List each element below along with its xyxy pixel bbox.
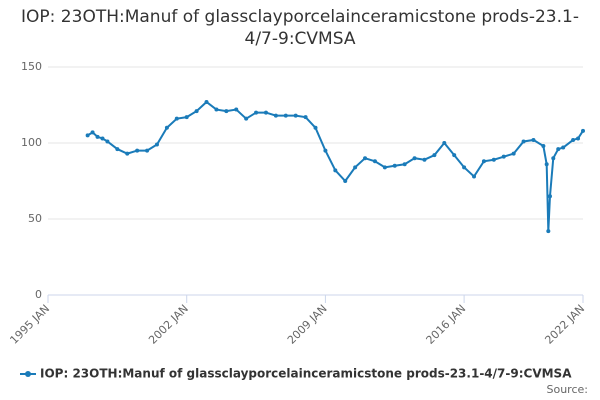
x-tick-label: 2009 JAN — [285, 302, 330, 347]
data-point — [244, 116, 249, 121]
data-point — [224, 109, 229, 114]
data-point — [184, 115, 189, 120]
data-point — [174, 116, 179, 121]
data-point — [442, 141, 447, 145]
series-line — [87, 100, 584, 232]
data-point — [145, 148, 150, 153]
data-point — [204, 99, 209, 104]
data-point — [546, 229, 551, 234]
data-point — [194, 109, 199, 114]
x-tick-label: 2016 JAN — [424, 302, 469, 347]
y-tick-label: 150 — [21, 60, 42, 73]
data-point — [501, 154, 506, 159]
data-point — [343, 179, 348, 183]
data-point — [283, 113, 288, 118]
data-point — [313, 125, 318, 130]
y-tick-label: 50 — [28, 212, 42, 225]
data-point — [263, 110, 268, 115]
data-point — [95, 134, 100, 139]
data-point — [551, 156, 556, 161]
data-point — [90, 130, 95, 135]
data-point — [164, 125, 169, 130]
data-point — [115, 147, 120, 152]
legend-label: IOP: 23OTH:Manuf of glassclayporcelaince… — [40, 367, 572, 381]
data-point — [303, 115, 308, 120]
data-point — [531, 137, 536, 142]
data-point — [234, 107, 239, 112]
x-tick-label: 2022 JAN — [542, 302, 587, 347]
data-point — [581, 128, 585, 133]
y-tick-label: 0 — [35, 288, 42, 301]
data-point — [392, 163, 397, 168]
data-point — [521, 139, 526, 144]
data-point — [273, 113, 278, 118]
data-point — [85, 133, 90, 138]
data-point — [541, 144, 546, 149]
data-point — [323, 148, 328, 153]
data-point — [382, 165, 387, 170]
legend-marker — [25, 371, 31, 377]
data-point — [125, 151, 130, 156]
chart-title: IOP: 23OTH:Manuf of glassclayporcelaince… — [21, 7, 579, 49]
data-point — [154, 142, 159, 147]
data-point — [422, 157, 427, 162]
data-point — [432, 153, 437, 158]
data-point — [293, 113, 298, 118]
data-point — [100, 136, 105, 141]
data-point — [105, 139, 110, 144]
data-point — [561, 145, 566, 150]
data-point — [135, 148, 140, 153]
data-point — [452, 153, 457, 158]
data-point — [462, 165, 467, 170]
x-tick-label: 1995 JAN — [7, 302, 52, 347]
x-tick-label: 2002 JAN — [146, 302, 191, 347]
data-point — [254, 110, 259, 115]
y-tick-label: 100 — [21, 136, 42, 149]
data-point — [333, 168, 338, 173]
data-point — [214, 107, 219, 112]
data-point — [547, 194, 552, 199]
data-point — [472, 174, 477, 179]
data-point — [556, 147, 561, 152]
data-point — [576, 136, 581, 141]
data-point — [363, 156, 368, 161]
data-point — [511, 151, 516, 156]
data-point — [412, 156, 417, 161]
data-point — [544, 162, 549, 167]
data-point — [491, 157, 496, 162]
data-point — [353, 165, 358, 170]
data-point — [402, 162, 407, 167]
data-point — [481, 159, 486, 164]
source: Source: — [547, 383, 589, 396]
data-point — [372, 159, 377, 164]
data-point — [571, 137, 576, 142]
